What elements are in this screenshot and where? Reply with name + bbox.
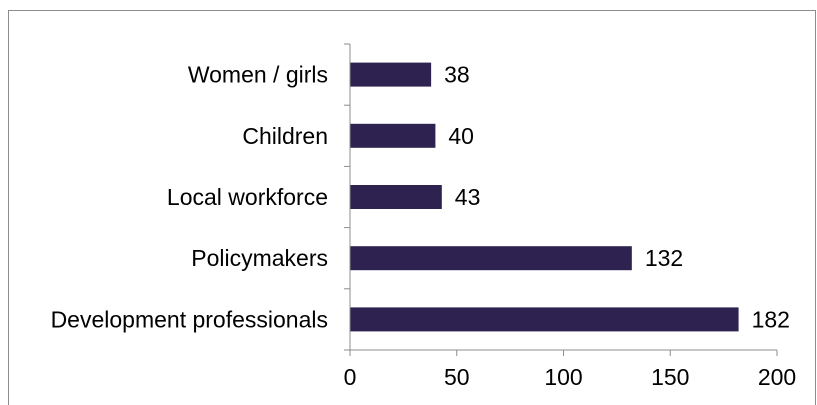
- data-label: 182: [752, 306, 790, 332]
- data-label: 38: [444, 62, 470, 88]
- x-tick-label: 0: [344, 364, 357, 390]
- category-label: Local workforce: [167, 184, 328, 210]
- bar: [350, 185, 442, 209]
- x-tick-label: 150: [651, 364, 689, 390]
- chart-border: [8, 10, 816, 405]
- x-tick-label: 200: [758, 364, 796, 390]
- category-label: Children: [242, 123, 328, 149]
- bar: [350, 123, 436, 148]
- category-label: Policymakers: [191, 245, 328, 271]
- category-label: Development professionals: [51, 306, 328, 332]
- bar: [350, 62, 432, 87]
- category-label: Women / girls: [188, 62, 328, 88]
- data-label: 40: [448, 123, 474, 149]
- bar: [350, 246, 632, 271]
- x-tick-label: 50: [444, 364, 470, 390]
- x-tick-label: 100: [544, 364, 582, 390]
- data-label: 43: [455, 184, 481, 210]
- bar: [350, 307, 739, 332]
- data-label: 132: [645, 245, 683, 271]
